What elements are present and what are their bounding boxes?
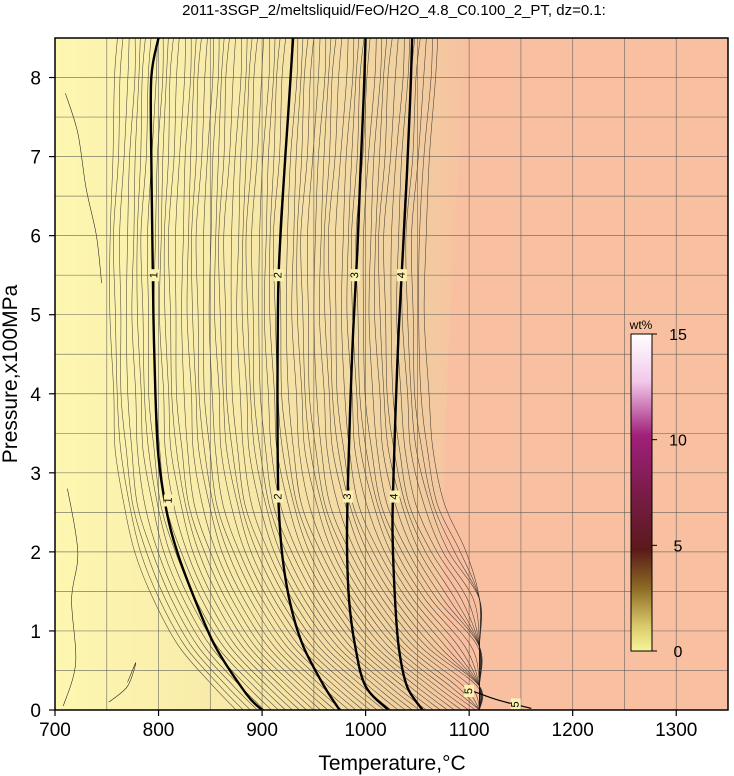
y-tick-label: 4 — [30, 385, 41, 406]
contour-label-bg — [273, 269, 284, 282]
x-tick-label: 700 — [39, 720, 71, 741]
saturation-field-boundary — [443, 38, 728, 710]
contour-label: 5 — [510, 701, 522, 708]
contour-label: 5 — [463, 688, 475, 695]
y-tick-label: 7 — [30, 148, 41, 169]
contour-label-bg — [464, 685, 475, 698]
y-axis-ticks: 0 1 2 3 4 5 6 7 8 — [30, 69, 55, 722]
x-axis-label: Temperature,°C — [318, 752, 465, 775]
x-tick-label: 1300 — [655, 720, 697, 741]
plot-frame — [54, 37, 729, 711]
colorbar-ticks: 0 5 10 15 — [652, 327, 687, 661]
y-tick-label: 3 — [30, 464, 41, 485]
colorbar-tick-label: 15 — [669, 327, 687, 344]
x-tick-label: 1000 — [344, 720, 386, 741]
contour-label-bg — [273, 490, 284, 503]
contour-label-bg — [343, 490, 354, 503]
y-tick-label: 6 — [30, 227, 41, 248]
x-axis-ticks: 700 800 900 1000 1100 1200 1300 — [39, 710, 697, 741]
chart-title: 2011-3SGP_2/meltsliquid/FeO/H2O_4.8_C0.1… — [182, 2, 606, 19]
contour-labels: 1 1 2 2 3 3 4 4 5 5 — [148, 269, 522, 711]
contour-label: 3 — [349, 272, 361, 279]
thin-contour — [65, 93, 102, 284]
thin-contour — [63, 488, 79, 707]
labeled-contour-lines — [149, 38, 532, 710]
contour-label: 4 — [388, 493, 400, 500]
x-tick-label: 900 — [246, 720, 278, 741]
colorbar-tick-label: 5 — [674, 538, 683, 555]
contour-label: 2 — [272, 272, 284, 279]
y-axis-label: Pressure,x100MPa — [0, 284, 22, 463]
y-tick-label: 0 — [30, 701, 41, 722]
thin-contour — [108, 662, 137, 703]
colorbar: wt% 0 5 10 15 — [629, 318, 687, 661]
x-tick-label: 1200 — [552, 720, 594, 741]
contour-line-4 — [391, 38, 424, 710]
colorbar-unit-label: wt% — [629, 318, 653, 332]
colorbar-tick-label: 0 — [674, 644, 683, 661]
contour-label: 2 — [272, 493, 284, 500]
colorbar-tick-label: 10 — [669, 433, 687, 450]
y-tick-label: 2 — [30, 543, 41, 564]
contour-label: 4 — [396, 272, 408, 279]
x-tick-label: 800 — [143, 720, 175, 741]
y-tick-label: 1 — [30, 622, 41, 643]
contour-label-bg — [510, 698, 521, 711]
contour-label-bg — [163, 494, 174, 507]
contour-label: 3 — [342, 493, 354, 500]
contour-label-bg — [350, 269, 361, 282]
contour-label-bg — [389, 490, 400, 503]
y-tick-label: 8 — [30, 69, 41, 90]
contour-label: 1 — [163, 497, 175, 504]
colorbar-gradient — [630, 333, 653, 652]
contour-line-3 — [345, 38, 390, 710]
contour-label-bg — [149, 269, 160, 282]
grid-lines — [55, 38, 728, 710]
contour-line-2 — [276, 38, 341, 710]
contour-label: 1 — [148, 272, 160, 279]
saturated-field — [443, 38, 728, 710]
contour-label-bg — [396, 269, 407, 282]
y-tick-label: 5 — [30, 306, 41, 327]
x-tick-label: 1100 — [449, 720, 490, 741]
contour-line-1 — [149, 38, 263, 710]
